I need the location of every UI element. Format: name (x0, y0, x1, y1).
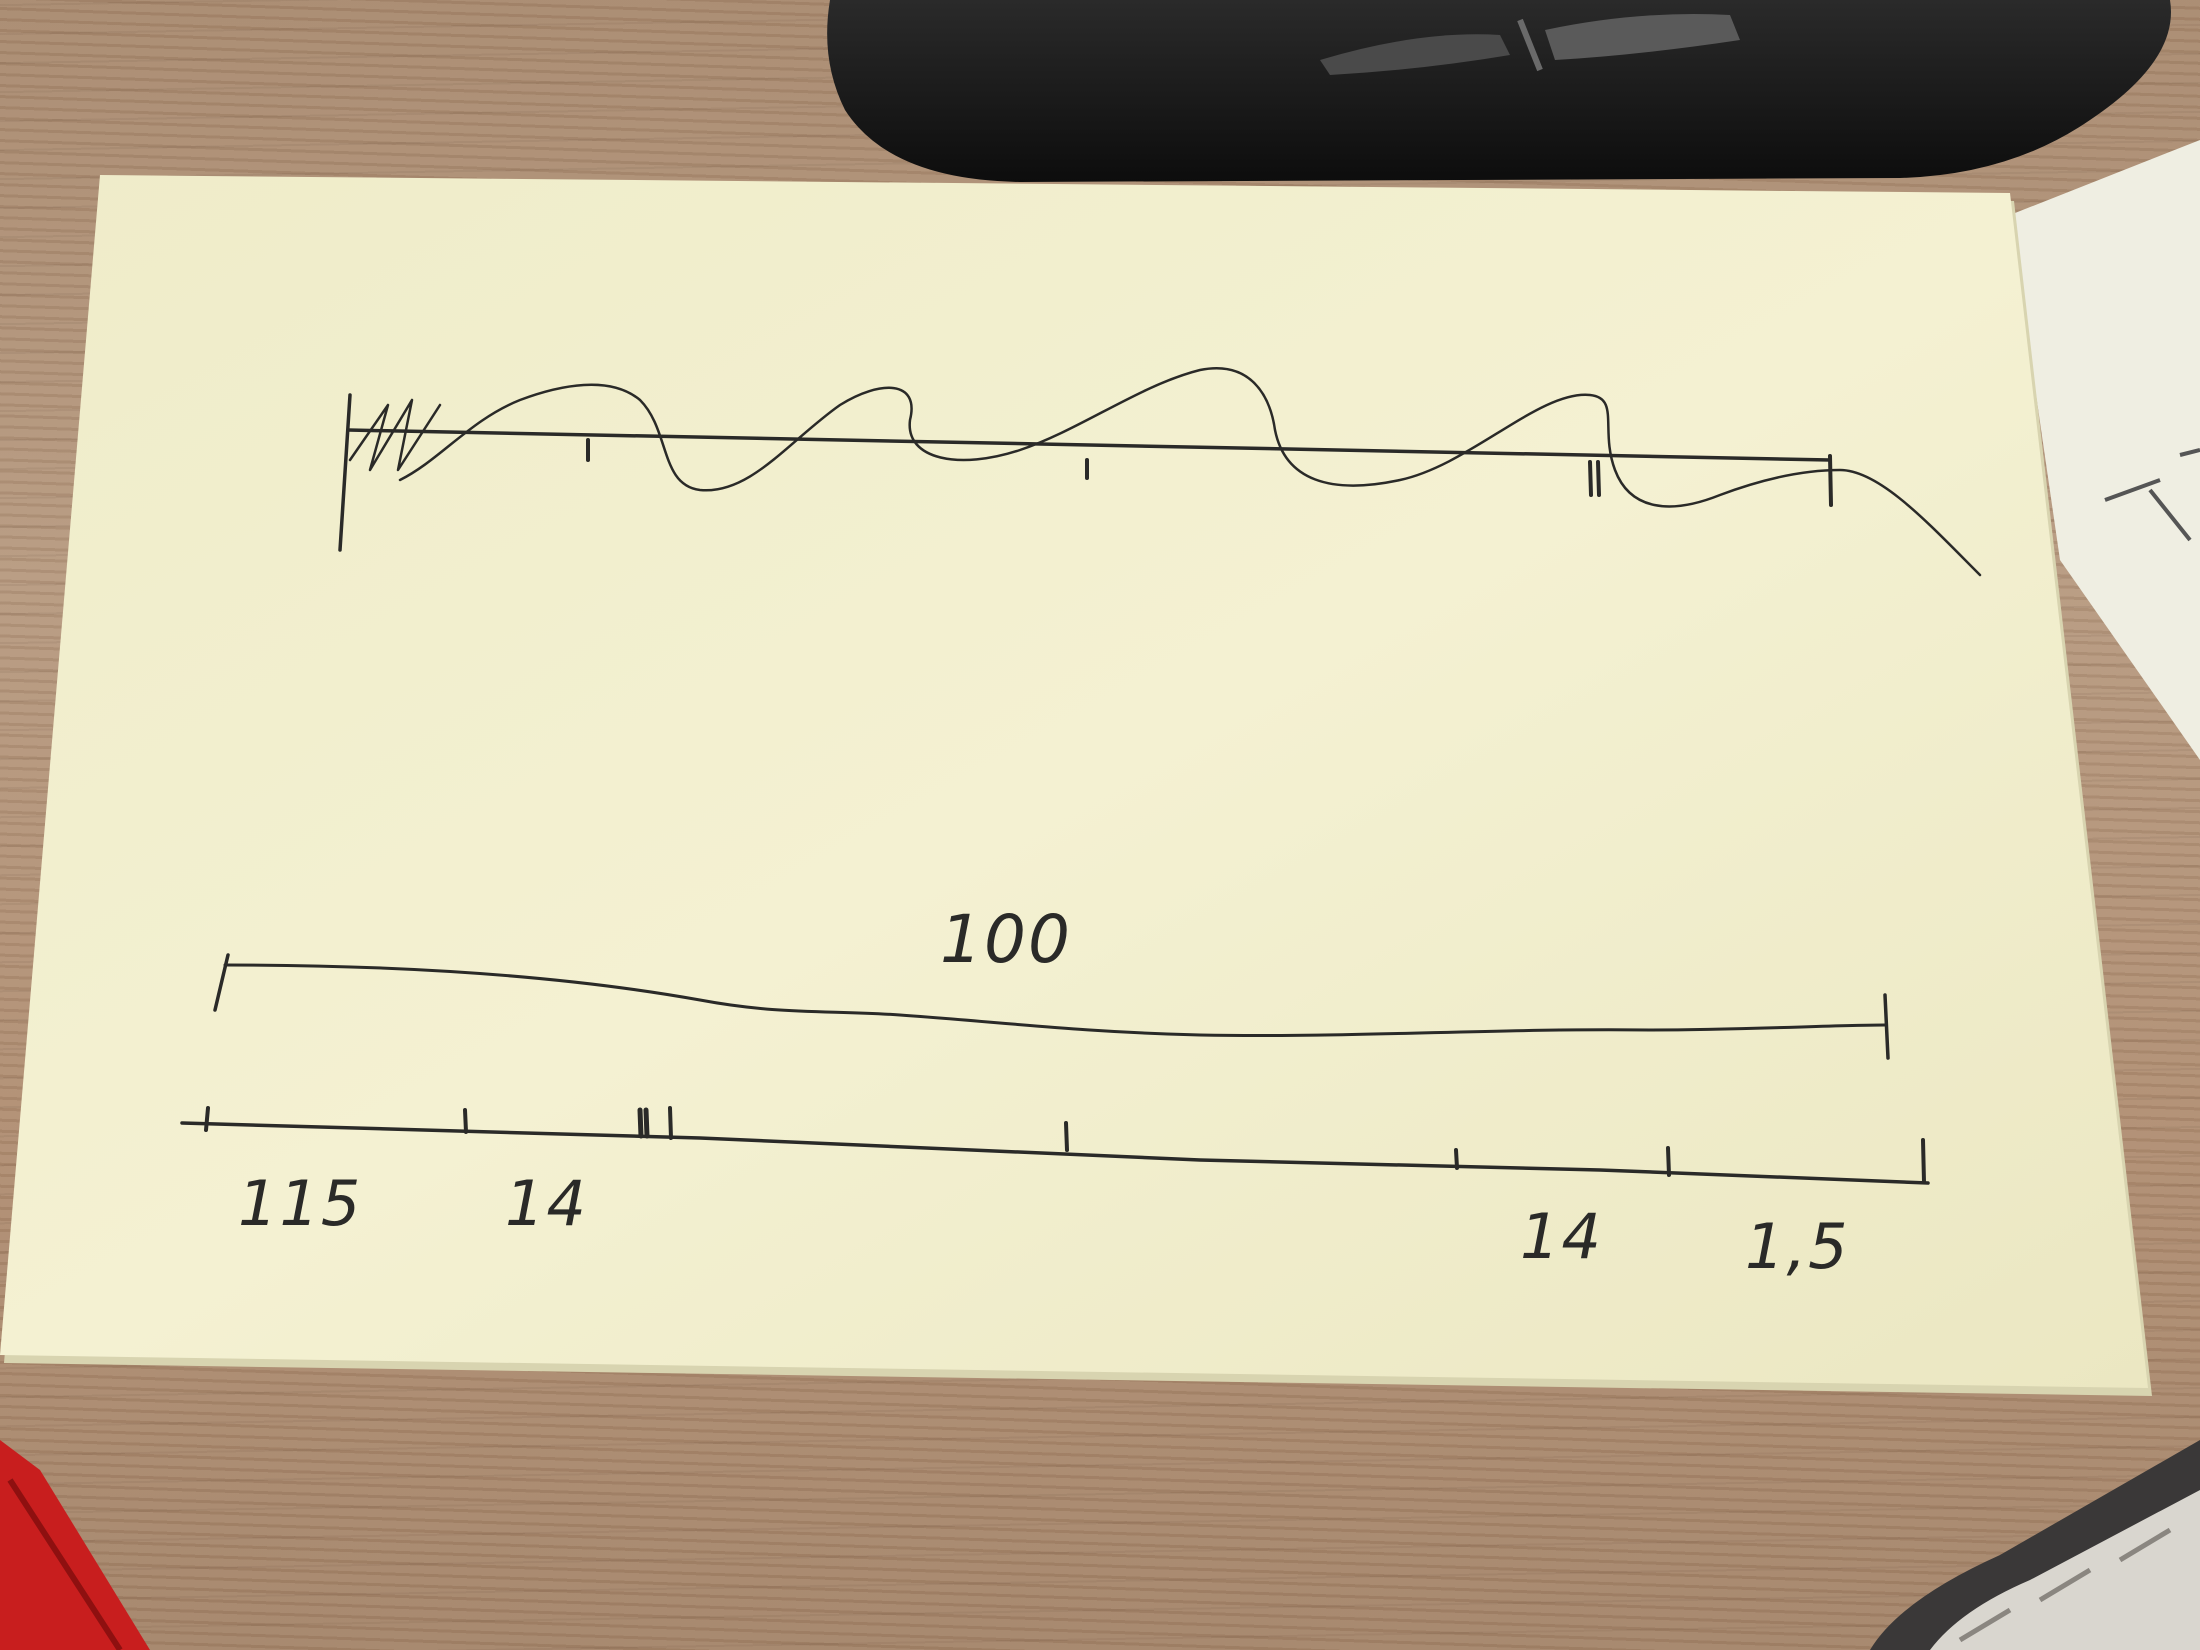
metal-object (1870, 1440, 2200, 1650)
bottom-axis-tick (1064, 1121, 1069, 1152)
top-axis-line (346, 428, 1832, 462)
handwritten-labels: 100 115 14 14 1,5 (238, 901, 1850, 1283)
bottom-axis-tick (1666, 1146, 1671, 1177)
red-object (0, 1440, 150, 1650)
bottom-axis-tick (1921, 1138, 1926, 1184)
dimension-right-tick (1883, 993, 1890, 1060)
axis-label: 14 (505, 1167, 588, 1240)
dimension-value-label: 100 (940, 901, 1072, 978)
scribble-start (348, 398, 442, 472)
index-card (0, 175, 2152, 1396)
computer-mouse (827, 0, 2172, 182)
top-axis-tick (1828, 454, 1833, 507)
axis-label: 1,5 (1745, 1210, 1850, 1283)
top-axis-start-tick (338, 393, 352, 552)
bottom-axis-tick (204, 1106, 210, 1132)
bottom-axis-tick (463, 1108, 468, 1134)
bottom-axis-tick (643, 1107, 650, 1139)
axis-label: 115 (238, 1167, 362, 1240)
bottom-axis-tick (1454, 1148, 1459, 1170)
top-axis-tick (1596, 460, 1601, 497)
second-card (2010, 140, 2200, 760)
dimension-curve (223, 963, 1887, 1038)
bottom-axis-tick (637, 1107, 644, 1139)
bottom-axis-tick (668, 1106, 673, 1140)
top-axis-tick (1588, 460, 1593, 497)
top-wave-diagram (338, 367, 1982, 577)
wavy-line (398, 367, 1982, 577)
axis-label: 14 (1520, 1200, 1603, 1273)
bottom-axis-line (180, 1121, 1930, 1185)
bottom-length-diagram (180, 953, 1930, 1185)
